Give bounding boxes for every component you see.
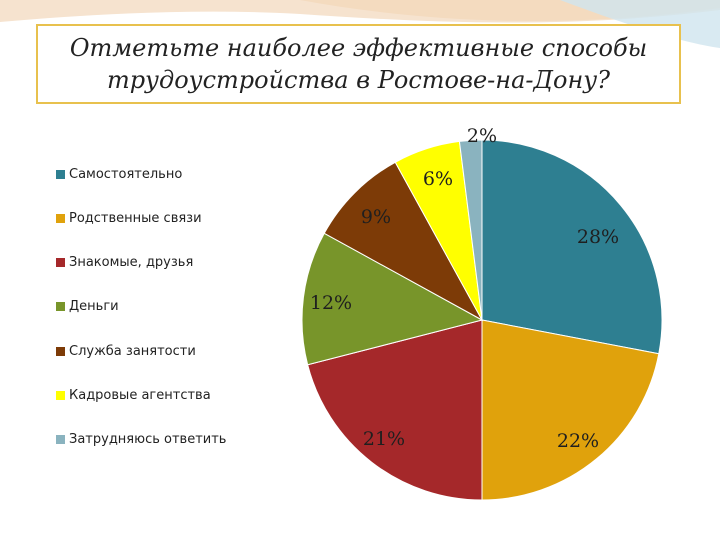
legend-label: Затрудняюсь ответить [69,432,227,448]
title-box: Отметьте наиболее эффективные способы тр… [36,24,681,104]
chart-legend: Самостоятельно Родственные связи Знакомые,… [56,162,306,452]
chart-title-line-1: Отметьте наиболее эффективные способы [69,34,648,62]
data-label-6: 6% [423,168,453,190]
data-label-3: 21% [363,428,405,450]
legend-item-2: Родственные связи [56,206,306,230]
legend-swatch [56,391,65,401]
pie-slice-4 [301,232,484,366]
pie-slice-2 [481,319,660,501]
legend-label: Родственные связи [69,210,202,226]
legend-swatch [56,258,65,268]
legend-item-4: Деньги [56,295,306,319]
pie-slice-3 [307,319,483,501]
pie-slice-7 [458,139,483,321]
data-label-2: 22% [557,430,599,452]
pie-slice-1 [481,139,663,355]
legend-item-3: Знакомые, друзья [56,251,306,275]
data-label-1: 28% [577,226,619,248]
legend-label: Кадровые агентства [69,388,211,404]
data-label-7: 2% [467,125,497,147]
data-label-5: 9% [361,206,391,228]
legend-swatch [56,213,65,223]
legend-label: Самостоятельно [69,166,183,182]
chart-title-line-2: трудоустройства в Ростове-на-Дону? [106,66,611,94]
legend-swatch [56,169,65,179]
legend-item-5: Служба занятости [56,339,306,363]
data-label-4: 12% [310,292,352,314]
legend-swatch [56,435,65,445]
legend-label: Знакомые, друзья [69,255,194,271]
legend-swatch [56,302,65,312]
legend-item-1: Самостоятельно [56,162,306,186]
legend-label: Деньги [69,299,119,315]
legend-item-7: Затрудняюсь ответить [56,428,306,452]
pie-slice-5 [323,161,484,322]
legend-swatch [56,346,65,356]
legend-item-6: Кадровые агентства [56,384,306,408]
legend-label: Служба занятости [69,343,196,359]
